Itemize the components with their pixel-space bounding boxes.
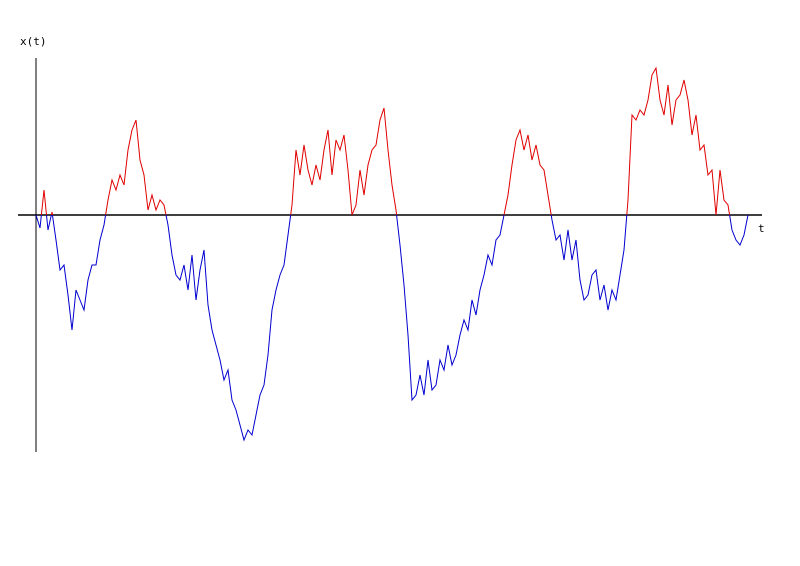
- positive-line: [36, 66, 748, 215]
- negative-line: [35, 215, 749, 442]
- y-axis-label: x(t): [20, 35, 47, 48]
- x-axis-label: t: [758, 222, 765, 235]
